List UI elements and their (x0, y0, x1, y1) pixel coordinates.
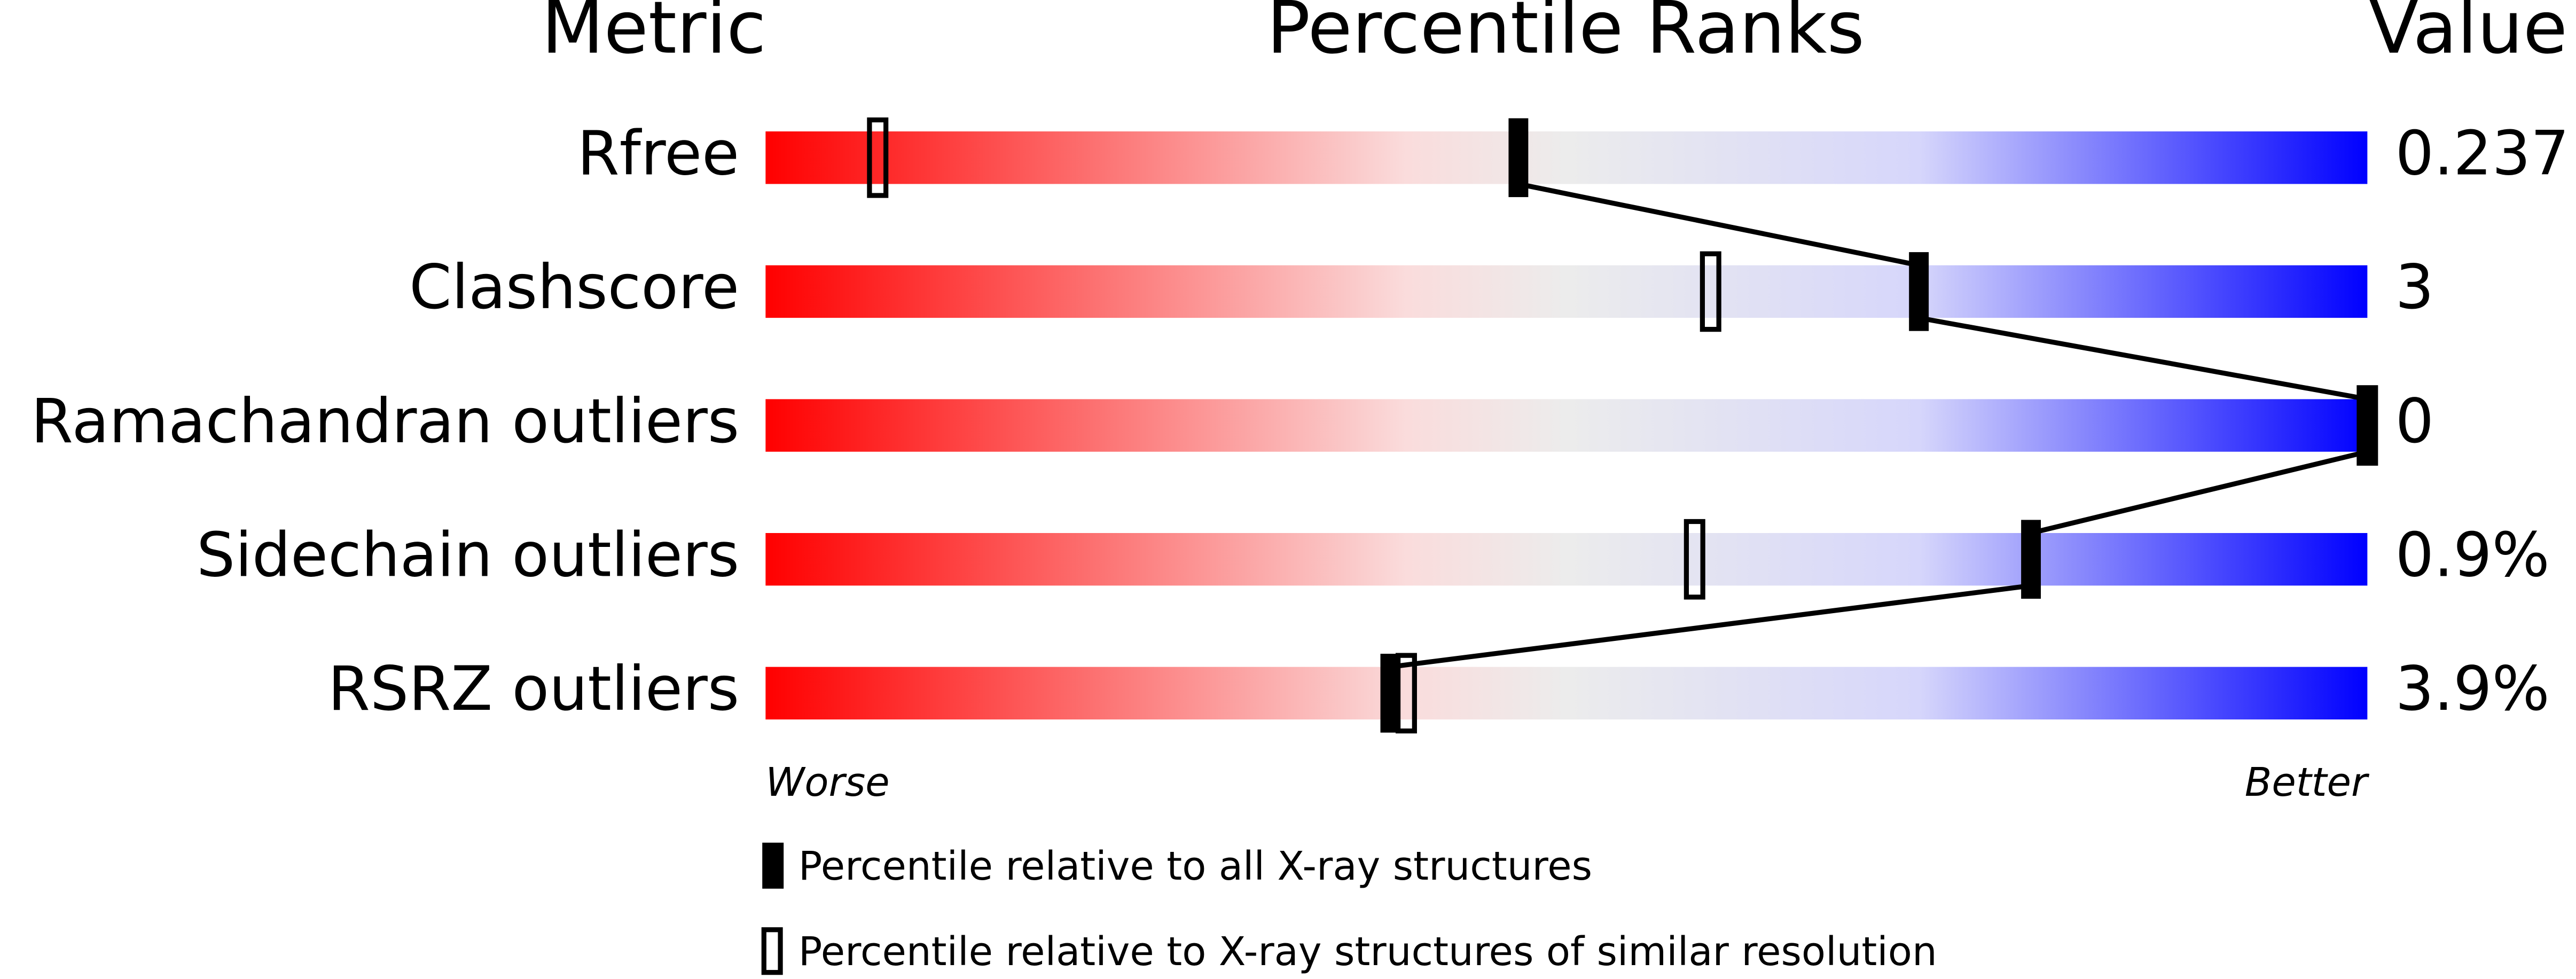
header: Value (2369, 0, 2567, 70)
percentile-bar (765, 265, 2368, 318)
axis-end-label: Worse (765, 759, 889, 805)
header: Percentile Ranks (1267, 0, 1865, 70)
metric-value: 0.237 (2395, 118, 2570, 189)
percentile-marker-hollow (1700, 251, 1721, 332)
percentile-marker-hollow (867, 117, 889, 198)
percentile-bar (765, 667, 2368, 720)
metric-label: Rfree (577, 118, 739, 189)
metric-label: Clashscore (409, 252, 739, 323)
percentile-marker (1909, 252, 1929, 331)
metric-value: 3 (2395, 252, 2434, 323)
legend-swatch (762, 842, 784, 889)
percentile-bar (765, 131, 2368, 184)
percentile-marker-hollow (1684, 519, 1705, 600)
percentile-marker (1508, 118, 1529, 198)
percentile-bar (765, 399, 2368, 452)
legend-label: Percentile relative to all X-ray structu… (798, 843, 1592, 889)
percentile-marker (2357, 386, 2377, 465)
metric-label: RSRZ outliers (328, 653, 739, 724)
percentile-marker (2021, 520, 2041, 599)
metric-label: Ramachandran outliers (31, 386, 739, 457)
percentile-marker (1380, 654, 1400, 733)
header: Metric (542, 0, 766, 70)
axis-end-label: Better (2245, 759, 2370, 805)
metric-value: 0 (2395, 386, 2434, 457)
legend-swatch (761, 927, 783, 975)
percentile-bar (765, 533, 2368, 586)
metric-value: 3.9% (2395, 653, 2550, 724)
metric-label: Sidechain outliers (197, 519, 739, 590)
metric-value: 0.9% (2395, 519, 2550, 590)
legend-label: Percentile relative to X-ray structures … (798, 929, 1937, 975)
